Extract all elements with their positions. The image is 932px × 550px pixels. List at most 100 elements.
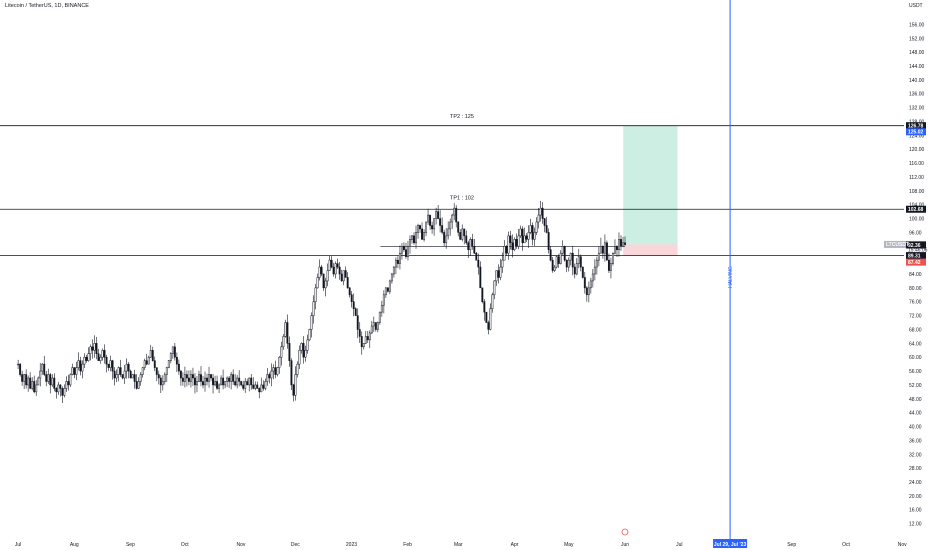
candle-body [155, 367, 158, 375]
candle-body [350, 294, 353, 302]
symbol-tag-label: LTCUSDT [886, 242, 909, 248]
candle-body [91, 346, 94, 351]
candle-body [175, 356, 178, 365]
candle-body [366, 336, 369, 341]
candle-body [622, 242, 624, 247]
x-tick-label: Oct [842, 542, 850, 548]
y-tick-label: 44.00 [909, 411, 922, 417]
candle-body [390, 273, 393, 282]
candle-body [423, 232, 426, 240]
candle-body [302, 343, 305, 358]
candle-body [417, 225, 419, 233]
annotations: TP2 : 125 TP1 : 102 [450, 114, 629, 536]
candle-body [407, 246, 409, 257]
candle-body [270, 370, 273, 379]
price-tag-label: 87.42 [908, 260, 921, 266]
candle-body [543, 218, 546, 226]
candle-body [226, 377, 229, 382]
candle-body [43, 363, 46, 375]
candle-body [131, 374, 134, 379]
candle-body [537, 214, 540, 223]
candle-body [463, 228, 466, 237]
candle-body [77, 360, 80, 368]
countdown-label: 15:46:06 [908, 247, 928, 253]
candle-body [222, 377, 225, 386]
candle-body [382, 294, 385, 306]
candle-body [179, 370, 182, 379]
candle-body [487, 322, 490, 330]
candle-body [501, 259, 504, 268]
candle-body [352, 301, 355, 309]
candle-body [477, 259, 480, 268]
halving-date-badge [713, 539, 748, 548]
candle-body [392, 266, 395, 275]
candle-body [280, 346, 283, 358]
x-tick-label: Aug [70, 542, 79, 548]
candle-body [457, 221, 460, 233]
candle-body [607, 259, 610, 271]
candle-body [342, 270, 345, 282]
candle-body [27, 377, 30, 386]
candle-body [370, 325, 373, 334]
candle-body [481, 287, 484, 302]
price-tag-bg [906, 252, 926, 260]
candle-body [123, 370, 126, 379]
candle-body [87, 353, 90, 361]
candle-body [208, 374, 210, 382]
candle-body [411, 235, 413, 240]
candle-body [57, 384, 60, 393]
candle-body [495, 270, 498, 282]
candle-body [449, 221, 452, 230]
candle-body [147, 356, 150, 365]
candle-body [234, 381, 237, 386]
candle-body [437, 211, 440, 219]
y-tick-label: 124.00 [909, 133, 925, 139]
candle-body [238, 377, 241, 382]
price-tag-label: 125.02 [908, 130, 924, 136]
candle-body [509, 235, 512, 244]
candle-body [459, 232, 462, 240]
candle-body [521, 228, 524, 244]
candle-body [101, 350, 104, 358]
candle-body [220, 377, 223, 386]
candle-body [198, 374, 200, 382]
candle-body [579, 256, 582, 268]
y-tick-label: 40.00 [909, 425, 922, 431]
candle-body [59, 384, 62, 389]
candle-body [549, 249, 552, 261]
candle-body [260, 384, 263, 393]
candle-body [169, 353, 172, 361]
candle-body [83, 356, 86, 365]
x-tick-label: Jun [621, 542, 629, 548]
candle-body [244, 381, 247, 389]
candle-body [551, 259, 554, 271]
currency-label: USDT [909, 3, 923, 9]
x-tick-label: Mar [454, 542, 463, 548]
y-tick-label: 152.00 [909, 36, 925, 42]
y-tick-label: 132.00 [909, 106, 925, 112]
candle-body [332, 266, 335, 275]
candle-body [348, 287, 351, 296]
y-tick-label: 68.00 [909, 327, 922, 333]
candle-body [151, 350, 154, 361]
candle-body [447, 228, 450, 237]
x-tick-label: Dec [291, 542, 300, 548]
candle-body [491, 294, 494, 309]
candle-body [228, 377, 231, 382]
candle-body [85, 356, 88, 361]
candle-body [284, 322, 287, 337]
candle-body [473, 246, 476, 254]
candle-body [451, 214, 454, 223]
candle-body [527, 232, 530, 240]
x-tick-label: Sep [126, 542, 135, 548]
candle-body [135, 381, 138, 389]
candle-body [503, 246, 506, 261]
y-tick-label: 64.00 [909, 341, 922, 347]
candle-body [171, 346, 174, 354]
y-tick-label: 36.00 [909, 438, 922, 444]
candle-body [75, 367, 78, 375]
candle-body [121, 374, 124, 379]
candle-body [427, 214, 430, 223]
candle-body [611, 252, 614, 264]
